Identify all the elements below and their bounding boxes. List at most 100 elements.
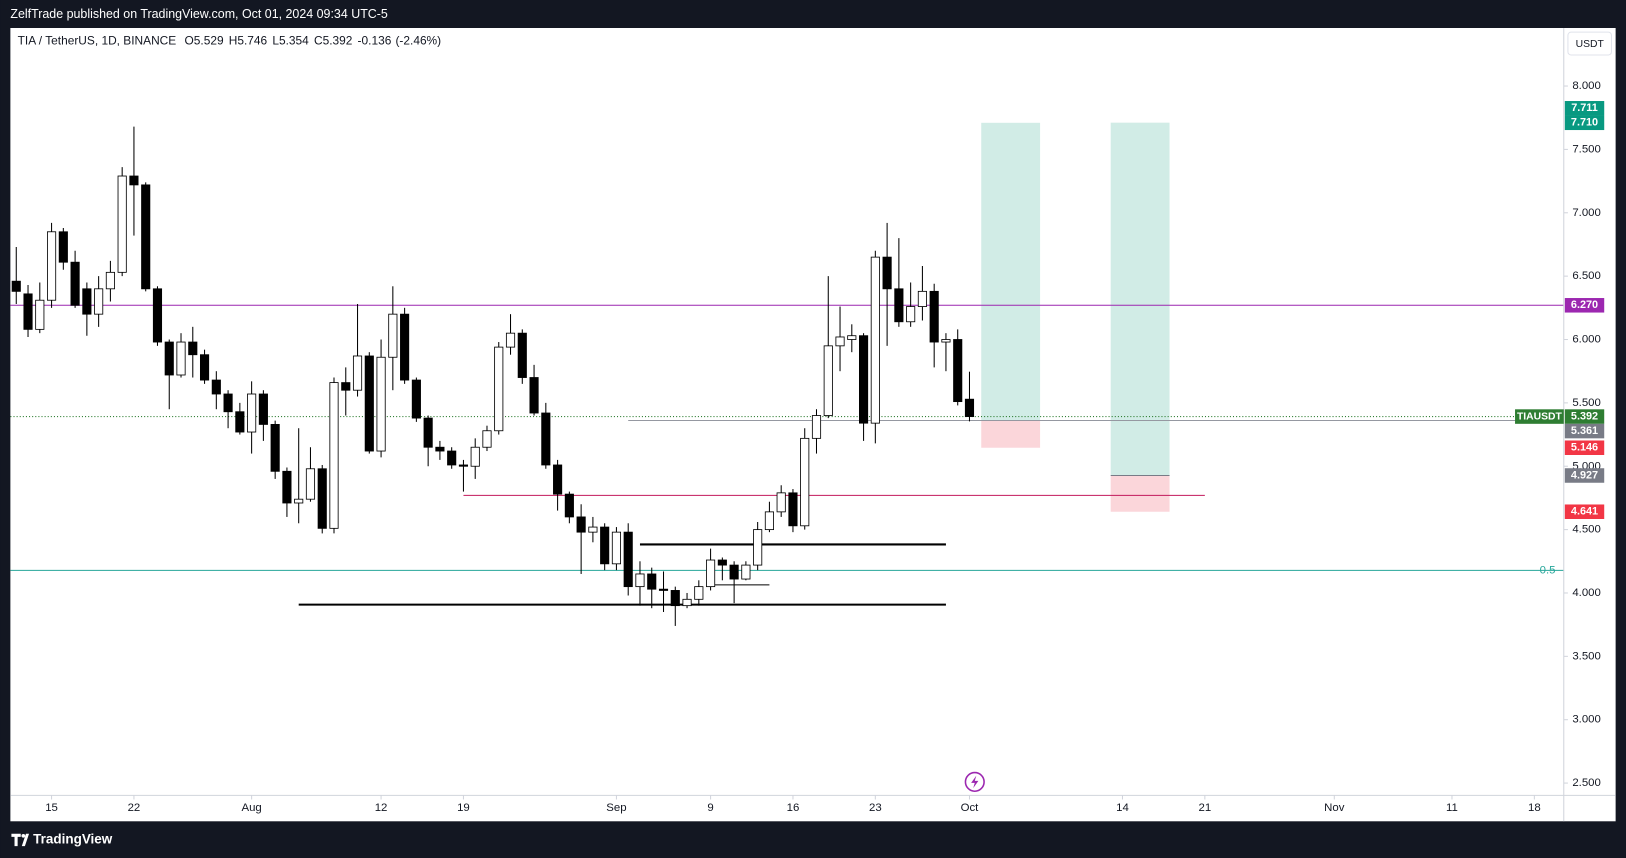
currency-button[interactable] (1567, 31, 1612, 56)
candle-body (470, 446, 480, 467)
ohlc-value: 5.746 (237, 34, 267, 48)
price-tag-label: 5.146 (1571, 442, 1598, 454)
price-tag (1564, 468, 1605, 483)
change-value: -0.136 (358, 34, 392, 48)
last-price-tag (1564, 409, 1605, 424)
x-tick-label: 23 (869, 802, 882, 814)
tradingview-logo (11, 833, 30, 847)
price-tag (1564, 440, 1605, 455)
candle-body (776, 492, 786, 513)
candle-body (23, 293, 33, 330)
line-label: 0.5 (1540, 564, 1556, 576)
price-tag (1564, 115, 1605, 131)
ohlc-value: 5.354 (279, 34, 309, 48)
y-tick-label: 5.500 (1572, 397, 1601, 409)
candle-body (670, 590, 680, 607)
candle-body (964, 398, 975, 417)
x-tick-label: Nov (1324, 802, 1345, 814)
candle-body (305, 468, 316, 500)
candle-body (564, 493, 574, 518)
change-percent: (-2.46%) (395, 34, 441, 48)
candle-body (376, 356, 386, 452)
candle-body (364, 355, 374, 452)
profit-zone (1110, 122, 1170, 476)
candle-body (917, 290, 927, 307)
loss-zone (981, 420, 1041, 448)
candle-body (494, 346, 504, 432)
x-tick-label: 9 (707, 802, 713, 814)
loss-zone (1110, 475, 1170, 512)
candle-body (576, 516, 586, 533)
candle-body (929, 290, 939, 343)
candle-body (753, 529, 763, 566)
price-tag-label: 6.270 (1571, 299, 1598, 311)
candle-body (270, 424, 280, 472)
candle-body (600, 526, 610, 565)
candle-body (341, 382, 351, 391)
candle-body (870, 256, 880, 424)
candle-body (541, 412, 551, 466)
candle-body (329, 382, 339, 529)
candle-body (882, 256, 892, 290)
candle-body (164, 341, 174, 376)
ohlc-key: L (272, 34, 279, 48)
candle-body (82, 288, 92, 315)
candle-body (847, 335, 857, 340)
candle-body (129, 175, 139, 186)
candle-body (529, 377, 539, 414)
x-tick-label: Oct (961, 802, 980, 814)
y-tick-label: 8.000 (1572, 80, 1601, 92)
candle-body (588, 526, 598, 533)
y-tick-label: 2.500 (1572, 777, 1601, 789)
candle-body (352, 355, 363, 391)
price-tag-label: 4.927 (1571, 469, 1598, 481)
candle-body (258, 393, 268, 425)
candle-body (94, 288, 104, 315)
candle-body (953, 339, 963, 403)
price-tag-label: 5.361 (1571, 425, 1598, 437)
symbol-tag (1515, 409, 1564, 424)
candle-body (717, 559, 727, 566)
candle-body (741, 564, 751, 580)
candle-body (211, 379, 221, 395)
candle-body (764, 511, 774, 531)
candle-body (623, 531, 633, 588)
candle-body (141, 184, 151, 290)
candle-body (423, 417, 433, 448)
candle-body (823, 345, 833, 416)
x-tick-label: 15 (45, 802, 58, 814)
symbol-legend: TIA / TetherUS, 1D, BINANCE O5.529 H5.746 L… (18, 34, 442, 48)
last-price-label: 5.392 (1571, 410, 1598, 422)
candle-body (70, 261, 80, 306)
plot-area: 0.5 (10, 122, 1564, 626)
candle-body (788, 492, 798, 527)
ohlc-value: 5.392 (323, 34, 353, 48)
candle-body (682, 598, 692, 607)
x-tick-label: Aug (241, 802, 261, 814)
y-tick-label: 3.500 (1572, 650, 1601, 662)
x-tick-label: 22 (128, 802, 141, 814)
candle-body (282, 470, 292, 504)
candle-body (611, 531, 621, 565)
symbol-tag-label: TIAUSDT (1517, 411, 1563, 422)
ohlc-key: H (229, 34, 238, 48)
currency-label[interactable]: USDT (1576, 39, 1605, 50)
candle-body (58, 231, 68, 263)
candle-body (894, 288, 904, 323)
candle-body (835, 336, 845, 347)
y-tick-label: 3.000 (1572, 714, 1601, 726)
candle-body (188, 341, 198, 356)
price-tag (1564, 101, 1605, 116)
candle-body (941, 339, 951, 343)
x-tick-label: 21 (1199, 802, 1212, 814)
candle-body (553, 464, 563, 495)
candle-body (635, 573, 645, 588)
candle-body (906, 306, 916, 323)
candle-body (294, 498, 304, 504)
price-tag (1564, 298, 1605, 313)
lightning-icon[interactable] (964, 771, 985, 792)
publish-header: ZelfTrade published on TradingView.com, … (10, 7, 388, 21)
candle-body (11, 280, 21, 292)
price-tag (1564, 423, 1605, 439)
candle-body (176, 341, 186, 376)
